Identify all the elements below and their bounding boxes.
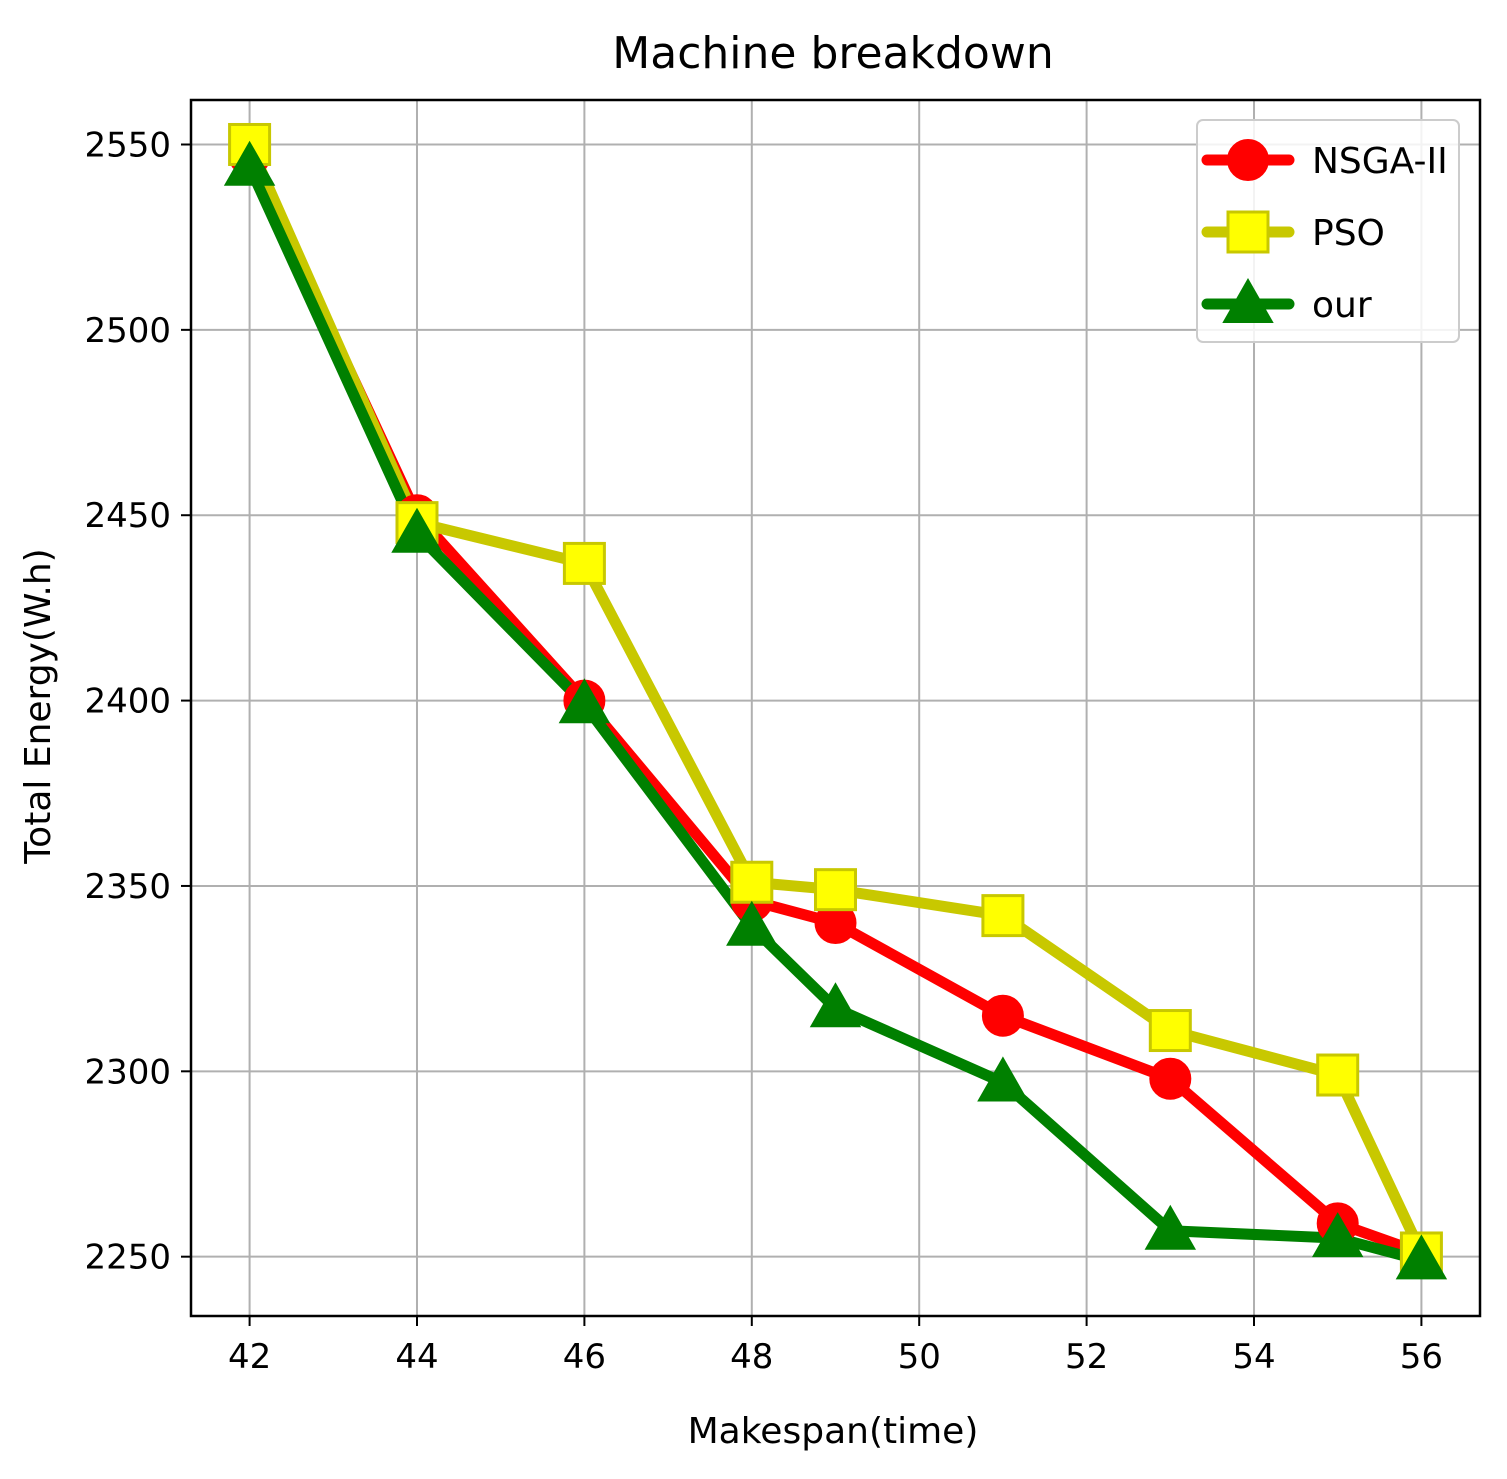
data-point-our: [558, 678, 611, 724]
y-axis-label: Total Energy(W.h): [18, 548, 59, 864]
y-tick-label: 2350: [84, 867, 171, 907]
series-markers: [223, 122, 1448, 1280]
data-point-pso: [730, 860, 774, 904]
data-point-pso: [562, 541, 606, 585]
x-tick-label: 56: [1400, 1337, 1443, 1377]
legend-marker-our: [1222, 277, 1274, 323]
data-point-pso: [1316, 1053, 1360, 1097]
data-point-pso: [1148, 1009, 1192, 1053]
y-tick-label: 2550: [84, 125, 171, 165]
legend: NSGA-II PSO our: [1196, 119, 1460, 343]
legend-label-nsga-ii: NSGA-II: [1312, 141, 1448, 182]
data-point-our: [809, 982, 862, 1028]
legend-label-pso: PSO: [1312, 213, 1385, 254]
legend-marker-nsga-ii: [1227, 139, 1269, 181]
plot-frame: [189, 98, 1482, 1318]
data-point-nsga-ii: [981, 994, 1024, 1037]
x-tick-label: 48: [730, 1337, 773, 1377]
x-axis-ticks: 42 44 46 48 50 52 54 56: [228, 1316, 1443, 1377]
data-point-pso: [981, 894, 1025, 938]
data-point-our: [1311, 1212, 1364, 1258]
data-point-pso: [814, 868, 857, 912]
y-tick-label: 2500: [84, 311, 171, 351]
chart-title: Machine breakdown: [612, 28, 1053, 79]
data-point-our: [726, 900, 778, 946]
y-tick-label: 2250: [84, 1238, 171, 1278]
y-tick-label: 2400: [84, 682, 171, 722]
data-point-our: [977, 1056, 1029, 1102]
legend-box: [1196, 119, 1460, 343]
x-axis-label: Makespan(time): [688, 1411, 979, 1452]
x-tick-label: 50: [898, 1337, 941, 1377]
data-point-our: [391, 507, 443, 553]
y-tick-label: 2450: [84, 496, 171, 536]
data-point-nsga-ii: [1149, 1057, 1192, 1100]
legend-label-our: our: [1312, 285, 1372, 326]
y-tick-label: 2300: [84, 1052, 171, 1092]
data-point-our: [1144, 1204, 1197, 1250]
x-tick-label: 54: [1232, 1337, 1275, 1377]
legend-marker-pso: [1226, 210, 1270, 254]
x-tick-label: 42: [228, 1337, 271, 1377]
y-axis-ticks: 2250 2300 2350 2400 2450 2500 2550: [84, 125, 191, 1278]
x-tick-label: 52: [1065, 1337, 1108, 1377]
x-tick-label: 44: [395, 1337, 438, 1377]
x-tick-label: 46: [563, 1337, 606, 1377]
data-point-our: [1395, 1234, 1448, 1280]
data-point-our: [223, 140, 276, 186]
